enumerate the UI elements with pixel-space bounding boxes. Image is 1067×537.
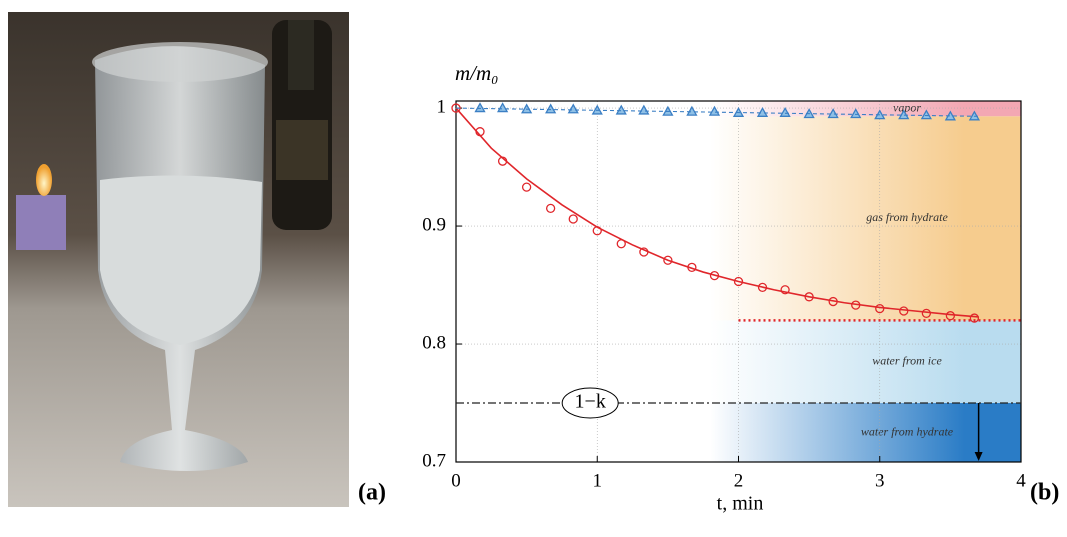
plot: vapor gas from hydrate water from ice water… [422,96,1026,491]
data-point [545,103,557,114]
panel-label: (b) [1030,480,1059,506]
data-point [708,105,721,116]
series-line [455,107,979,117]
region-label: water from hydrate [861,424,954,438]
data-point [733,276,744,287]
data-point [663,255,673,265]
y-tick-label: 0.8 [422,332,446,353]
y-axis-label: m/m₀ [455,61,498,85]
data-point [969,313,980,323]
panel-label: (a) [358,480,386,506]
data-point [920,109,932,120]
x-axis-label: t, min [717,493,764,515]
annotation: 1−k [575,391,606,413]
photo [8,12,349,507]
data-point [756,106,769,117]
x-tick-label: 4 [1016,470,1026,491]
data-point [521,182,532,192]
data-point [850,108,862,119]
data-point [568,214,578,224]
x-tick-label: 0 [451,470,461,491]
region-label: gas from hydrate [866,210,948,224]
data-point [779,106,791,117]
data-point [686,105,698,116]
x-tick-label: 2 [734,470,744,491]
data-point [780,285,790,295]
label-frame [561,387,619,419]
series-line [455,107,979,318]
data-point [615,104,627,115]
y-tick-label: 1 [437,96,447,117]
data-point [474,102,486,113]
data-point [945,311,956,321]
y-tick-label: 0.7 [422,450,446,471]
data-point [921,308,932,319]
data-point [638,104,650,115]
data-point [567,103,579,114]
data-point [497,102,509,113]
region-label: water from ice [872,353,942,367]
y-tick-label: 0.9 [422,214,446,235]
arrow-head [974,452,983,461]
data-point [545,203,556,214]
x-tick-label: 1 [593,470,603,491]
x-tick-label: 3 [875,470,885,491]
plot-frame [455,100,1022,463]
region-label: vapor [893,100,921,114]
